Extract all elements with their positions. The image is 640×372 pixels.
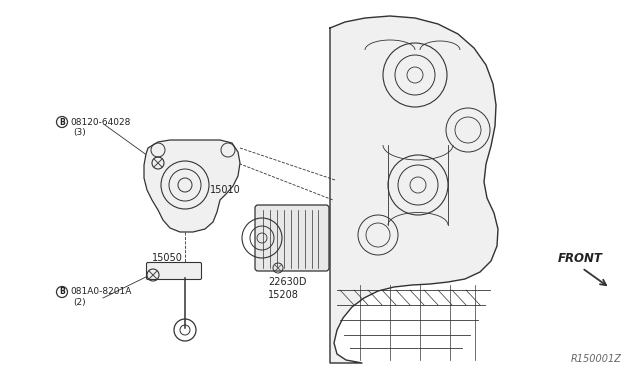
Text: B: B [59,118,65,126]
Text: R150001Z: R150001Z [571,354,622,364]
Text: 15208: 15208 [268,290,299,300]
Text: 22630D: 22630D [268,277,307,287]
Polygon shape [144,140,240,232]
Text: 08120-64028: 08120-64028 [70,118,131,126]
Polygon shape [330,16,498,363]
Text: (2): (2) [73,298,86,307]
Text: FRONT: FRONT [558,252,603,265]
FancyBboxPatch shape [147,263,202,279]
Text: (3): (3) [73,128,86,137]
Text: B: B [59,288,65,296]
FancyBboxPatch shape [255,205,329,271]
Text: 15010: 15010 [210,185,241,195]
Text: 081A0-8201A: 081A0-8201A [70,288,131,296]
Text: 15050: 15050 [152,253,183,263]
